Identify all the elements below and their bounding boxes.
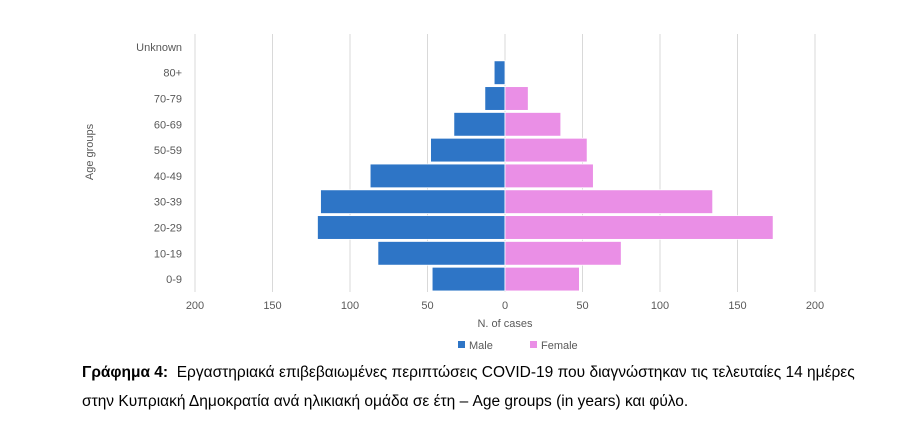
legend-label: Female [541, 340, 578, 352]
bar-female [504, 189, 714, 214]
x-tick-label: 100 [341, 300, 359, 312]
bar-male [377, 241, 506, 266]
x-tick-labels: 200 150 100 50 0 50 100 150 200 [186, 300, 824, 312]
y-tick-label: 70-79 [154, 94, 182, 106]
bar-male [317, 215, 506, 240]
y-tick-label: 10-19 [154, 248, 182, 260]
y-tick-label: 0-9 [166, 274, 182, 286]
y-tick-label: 40-49 [154, 171, 182, 183]
bar-female [504, 137, 588, 163]
caption-text: Εργαστηριακά επιβεβαιωμένες περιπτώσεις … [82, 364, 855, 410]
x-tick-label: 50 [576, 300, 588, 312]
x-tick-label: 100 [651, 300, 669, 312]
legend-label: Male [469, 340, 493, 352]
bar-male [431, 266, 506, 292]
legend-swatch [530, 341, 537, 348]
x-tick-label: 200 [186, 300, 204, 312]
y-tick-label: 30-39 [154, 197, 182, 209]
bar-male [484, 86, 506, 111]
x-tick-label: 0 [502, 300, 508, 312]
bars-group [317, 60, 774, 292]
x-axis-title: N. of cases [477, 318, 533, 330]
chart-container: 0-9 10-19 20-29 30-39 40-49 50-59 60-69 70-79 80… [84, 34, 824, 352]
y-tick-label: 20-29 [154, 223, 182, 235]
y-axis-title: Age groups [84, 123, 96, 180]
bar-female [504, 241, 622, 266]
bar-female [504, 266, 580, 292]
population-pyramid-chart: 0-9 10-19 20-29 30-39 40-49 50-59 60-69 70-79 80… [84, 34, 824, 352]
bar-female [504, 112, 562, 137]
bar-male [369, 163, 506, 189]
x-tick-label: 200 [806, 300, 824, 312]
bar-male [430, 137, 506, 163]
y-tick-label: 80+ [163, 68, 182, 80]
x-tick-label: 50 [421, 300, 433, 312]
x-tick-label: 150 [728, 300, 746, 312]
legend-swatch [458, 341, 465, 348]
figure-caption: Γράφημα 4: Εργαστηριακά επιβεβαιωμένες π… [82, 358, 872, 416]
bar-male [320, 189, 506, 214]
bar-female [504, 215, 774, 240]
y-tick-label: Unknown [136, 42, 182, 54]
bar-female [504, 163, 594, 189]
y-tick-labels: 0-9 10-19 20-29 30-39 40-49 50-59 60-69 70-79 80… [136, 42, 182, 286]
bar-male [453, 112, 506, 137]
y-tick-label: 50-59 [154, 145, 182, 157]
x-tick-label: 150 [263, 300, 281, 312]
y-tick-label: 60-69 [154, 119, 182, 131]
caption-label: Γράφημα 4: [82, 364, 169, 381]
bar-male [493, 60, 506, 85]
legend: Male Female [458, 340, 578, 352]
bar-female [504, 86, 529, 111]
